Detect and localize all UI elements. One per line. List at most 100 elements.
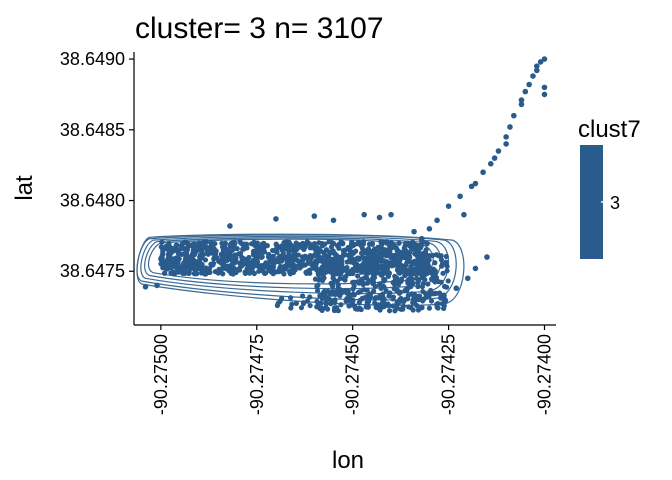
data-point <box>348 268 354 274</box>
data-point <box>425 281 431 287</box>
data-point <box>395 266 401 272</box>
data-point <box>419 284 425 290</box>
data-point <box>299 254 306 260</box>
data-point <box>251 270 257 277</box>
data-point <box>293 240 299 246</box>
data-point <box>311 241 318 247</box>
data-point <box>396 290 403 296</box>
data-point <box>337 275 343 282</box>
data-point <box>308 260 314 266</box>
data-point <box>213 248 219 254</box>
data-point <box>412 251 418 257</box>
data-point <box>190 241 196 248</box>
data-point <box>472 180 479 187</box>
data-point <box>518 97 525 103</box>
data-point <box>366 241 372 247</box>
data-point <box>183 240 190 246</box>
data-point <box>186 254 192 260</box>
data-point <box>415 243 422 250</box>
data-point <box>321 275 327 281</box>
data-point <box>316 277 322 283</box>
data-point <box>431 266 437 272</box>
data-point <box>375 270 382 276</box>
data-point <box>438 279 444 285</box>
legend-colorbar <box>580 145 603 259</box>
data-point <box>404 254 410 260</box>
data-point <box>314 298 320 304</box>
data-point <box>347 244 353 250</box>
data-point <box>331 240 337 247</box>
y-tick-label: 38.6480 <box>60 191 125 211</box>
data-point <box>240 246 246 252</box>
data-point <box>360 239 367 245</box>
data-point <box>159 257 166 263</box>
data-point <box>343 298 349 304</box>
data-point <box>175 267 181 274</box>
data-point <box>412 269 418 275</box>
data-point <box>162 270 168 276</box>
data-point <box>405 278 411 284</box>
data-point <box>261 240 267 247</box>
data-point <box>254 259 261 265</box>
data-point <box>317 293 323 299</box>
data-point <box>244 245 250 251</box>
x-tick-label: -90.27500 <box>151 334 171 415</box>
data-point <box>461 211 467 218</box>
data-point <box>487 160 494 167</box>
data-point <box>208 250 214 256</box>
data-point <box>410 307 416 313</box>
data-point <box>415 280 421 286</box>
data-point <box>273 241 279 247</box>
data-point <box>314 304 320 310</box>
data-point <box>273 216 279 222</box>
data-point <box>226 268 232 274</box>
data-point <box>522 88 529 95</box>
data-point <box>371 288 377 294</box>
data-point <box>348 254 354 260</box>
data-point <box>426 305 433 311</box>
data-point <box>173 255 179 261</box>
data-point <box>342 266 348 272</box>
data-point <box>280 250 286 256</box>
data-point <box>404 268 410 274</box>
data-point <box>321 266 328 272</box>
data-point <box>427 290 433 296</box>
data-point <box>326 296 332 302</box>
data-point <box>337 287 343 293</box>
data-point <box>324 306 331 312</box>
data-point <box>381 267 387 274</box>
data-point <box>415 283 421 290</box>
data-point <box>322 257 329 263</box>
data-point <box>441 296 447 302</box>
legend: clust7 3 <box>578 116 641 259</box>
data-point <box>335 266 341 272</box>
data-point <box>344 259 350 265</box>
data-point <box>396 281 402 287</box>
data-point <box>307 294 313 300</box>
data-point <box>338 259 344 266</box>
data-point <box>191 252 198 258</box>
data-point <box>403 240 409 246</box>
data-point <box>434 217 440 224</box>
data-point <box>337 293 343 299</box>
data-point <box>396 240 402 246</box>
data-point <box>233 257 239 263</box>
data-point <box>227 223 233 229</box>
data-point <box>328 301 334 307</box>
data-point <box>365 299 372 305</box>
data-point <box>428 298 435 304</box>
data-point <box>160 246 166 253</box>
data-point <box>376 214 383 221</box>
data-point <box>390 296 396 302</box>
data-point <box>280 265 286 271</box>
data-point <box>242 269 249 275</box>
data-point <box>321 241 327 247</box>
data-point <box>422 271 428 278</box>
data-point <box>347 294 353 300</box>
data-point <box>383 288 389 294</box>
data-point <box>228 240 234 247</box>
data-point <box>286 246 293 252</box>
data-point <box>162 261 169 268</box>
data-point <box>159 239 165 245</box>
